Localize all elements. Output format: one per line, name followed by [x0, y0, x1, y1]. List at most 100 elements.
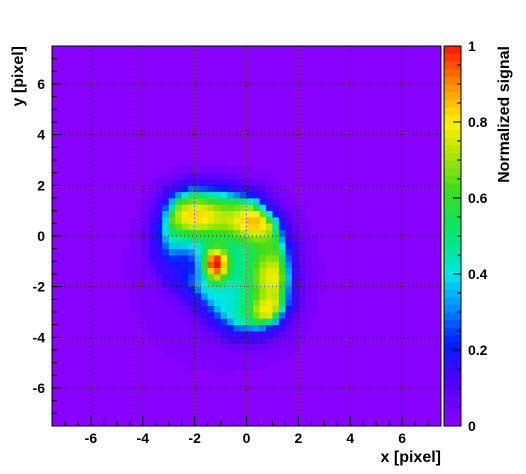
heatmap-cell [298, 299, 306, 307]
heatmap-cell [194, 280, 202, 288]
heatmap-cell [168, 191, 176, 199]
heatmap-cell [188, 293, 196, 300]
heatmap-cell [162, 343, 170, 351]
heatmap-cell [317, 261, 325, 269]
heatmap-cell [220, 343, 228, 351]
heatmap-cell [194, 229, 202, 237]
colorbar-band [444, 418, 461, 427]
heatmap-cell [265, 242, 273, 250]
heatmap-cell [227, 166, 234, 174]
heatmap-cell [194, 236, 202, 243]
heatmap-cell [233, 172, 241, 180]
heatmap-cell [214, 261, 221, 269]
heatmap-cell [278, 261, 286, 269]
y-tick-label: -4 [33, 329, 46, 345]
heatmap-cell [214, 179, 221, 186]
heatmap-cell [181, 318, 189, 326]
heatmap-cell [155, 191, 163, 199]
heatmap-cell [149, 185, 157, 193]
heatmap-cell [214, 198, 221, 205]
heatmap-cell [285, 286, 293, 294]
heatmap-cell [201, 179, 208, 186]
heatmap-cell [136, 248, 144, 256]
heatmap-cell [291, 210, 299, 218]
colorbar-band [444, 182, 461, 191]
heatmap-cell [291, 299, 299, 307]
heatmap-cell [149, 261, 157, 269]
heatmap-cell [252, 236, 260, 243]
heatmap-cell [298, 331, 306, 338]
heatmap-cell [304, 255, 312, 262]
heatmap-cell [181, 356, 189, 364]
heatmap-cell [265, 337, 273, 345]
heatmap-cell [194, 274, 202, 281]
heatmap-cell [136, 242, 144, 250]
heatmap-cell [155, 217, 163, 224]
x-tick-label: 4 [346, 430, 354, 446]
heatmap-cell [188, 299, 196, 307]
heatmap-cell [227, 210, 234, 218]
heatmap-cell [214, 166, 221, 174]
heatmap-cell [175, 223, 183, 231]
heatmap-cell [291, 204, 299, 212]
heatmap-cell [207, 210, 215, 218]
heatmap-cell [175, 299, 183, 307]
heatmap-cell [259, 343, 267, 351]
colorbar-band [444, 388, 461, 397]
heatmap-cell [227, 185, 234, 193]
heatmap-cell [291, 337, 299, 345]
heatmap-cell [214, 248, 221, 256]
heatmap-cell [162, 198, 170, 205]
heatmap-cell [142, 312, 150, 319]
heatmap-cell [233, 217, 241, 224]
heatmap-cell [227, 343, 234, 351]
heatmap-cell [285, 236, 293, 243]
heatmap-cell [220, 293, 228, 300]
heatmap-cell [304, 261, 312, 269]
heatmap-cell [233, 179, 241, 186]
heatmap-cell [155, 261, 163, 269]
heatmap-cell [188, 267, 196, 275]
heatmap-cell [240, 350, 247, 357]
heatmap-cell [129, 248, 137, 256]
heatmap-cell [168, 179, 176, 186]
heatmap-cell [291, 305, 299, 313]
heatmap-cell [278, 255, 286, 262]
y-tick-label: 0 [37, 228, 45, 244]
heatmap-cell [194, 305, 202, 313]
heatmap-cell [240, 343, 247, 351]
heatmap-cell [246, 331, 254, 338]
heatmap-cell [181, 293, 189, 300]
heatmap-cell [252, 280, 260, 288]
heatmap-cell [136, 210, 144, 218]
heatmap-cell [272, 204, 280, 212]
heatmap-cell [129, 274, 137, 281]
colorbar-band [444, 129, 461, 138]
heatmap-cell [227, 337, 234, 345]
heatmap-cell [298, 293, 306, 300]
heatmap-cell [240, 324, 247, 332]
heatmap-cell [317, 280, 325, 288]
heatmap-cell [201, 280, 208, 288]
heatmap-cell [285, 343, 293, 351]
heatmap-cell [155, 324, 163, 332]
heatmap-cell [291, 261, 299, 269]
heatmap-cell [162, 274, 170, 281]
heatmap-cell [162, 191, 170, 199]
heatmap-cell [168, 229, 176, 237]
heatmap-cell [175, 343, 183, 351]
heatmap-cell [129, 280, 137, 288]
heatmap-cell [149, 337, 157, 345]
heatmap-cell [207, 356, 215, 364]
colorbar-band [444, 327, 461, 336]
heatmap-cell [168, 280, 176, 288]
heatmap-cell [272, 255, 280, 262]
heatmap-cell [278, 343, 286, 351]
heatmap-cell [168, 248, 176, 256]
heatmap-cell [201, 331, 208, 338]
heatmap-cell [214, 185, 221, 193]
heatmap-cell [291, 331, 299, 338]
heatmap-cell [304, 248, 312, 256]
heatmap-cell [317, 267, 325, 275]
heatmap-cell [168, 236, 176, 243]
